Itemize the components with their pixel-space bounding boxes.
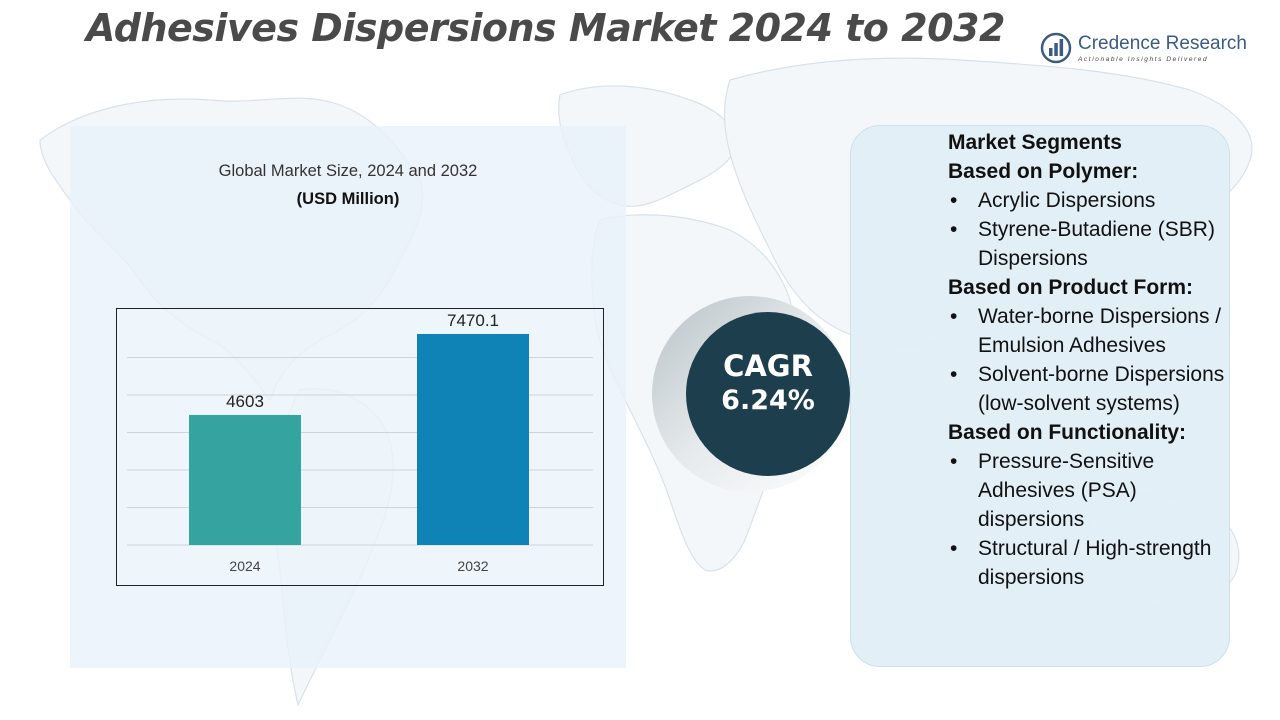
bar-chart: 4603 2024 7470.1 2032 (127, 311, 593, 574)
data-label-2032: 7470.1 (447, 311, 499, 330)
cagr-disc (686, 312, 850, 476)
cagr-label: CAGR (723, 349, 813, 383)
segment-item: Styrene-Butadiene (SBR) Dispersions (948, 215, 1233, 273)
chart-heading: Global Market Size, 2024 and 2032 (218, 162, 478, 180)
cagr-value: 6.24% (721, 385, 815, 416)
segment-item: Pressure-Sensitive Adhesives (PSA) dispe… (948, 447, 1233, 534)
page-title: Adhesives Dispersions Market 2024 to 203… (86, 6, 1005, 50)
brand-name: Credence Research (1078, 33, 1247, 54)
brand-tagline: Actionable Insights Delivered (1078, 56, 1209, 63)
bar-2024 (189, 414, 301, 545)
segments-content: Market Segments Based on Polymer: Acryli… (948, 128, 1233, 592)
segment-item: Solvent-borne Dispersions (low-solvent s… (948, 360, 1233, 418)
chart-frame: 4603 2024 7470.1 2032 (116, 308, 604, 586)
segment-list: Pressure-Sensitive Adhesives (PSA) dispe… (948, 447, 1233, 592)
segment-group-heading: Based on Polymer: (948, 160, 1139, 183)
segment-item: Structural / High-strength dispersions (948, 534, 1233, 592)
segment-list: Acrylic Dispersions Styrene-Butadiene (S… (948, 186, 1233, 273)
segment-item: Water-borne Dispersions / Emulsion Adhes… (948, 302, 1233, 360)
segment-group-heading: Based on Functionality: (948, 421, 1187, 444)
cagr-badge: CAGR 6.24% (650, 292, 854, 496)
cagr-ring (652, 296, 850, 492)
brand-logo-block: Credence Research Actionable Insights De… (1040, 30, 1260, 70)
segments-title: Market Segments (948, 131, 1122, 154)
x-tick-label-2032: 2032 (457, 558, 488, 574)
bar-2032 (417, 333, 529, 545)
cagr-text: CAGR 6.24% (686, 348, 850, 418)
segment-list: Water-borne Dispersions / Emulsion Adhes… (948, 302, 1233, 418)
x-tick-label-2024: 2024 (229, 558, 260, 574)
chart-panel: Global Market Size, 2024 and 2032 (USD M… (70, 126, 626, 668)
bar-chart-logo-icon (1040, 32, 1072, 64)
chart-unit-label: (USD Million) (296, 190, 400, 208)
segments-panel: Market Segments Based on Polymer: Acryli… (850, 125, 1230, 667)
data-label-2024: 4603 (226, 392, 264, 411)
segment-group-heading: Based on Product Form: (948, 276, 1194, 299)
segment-item: Acrylic Dispersions (948, 186, 1233, 215)
